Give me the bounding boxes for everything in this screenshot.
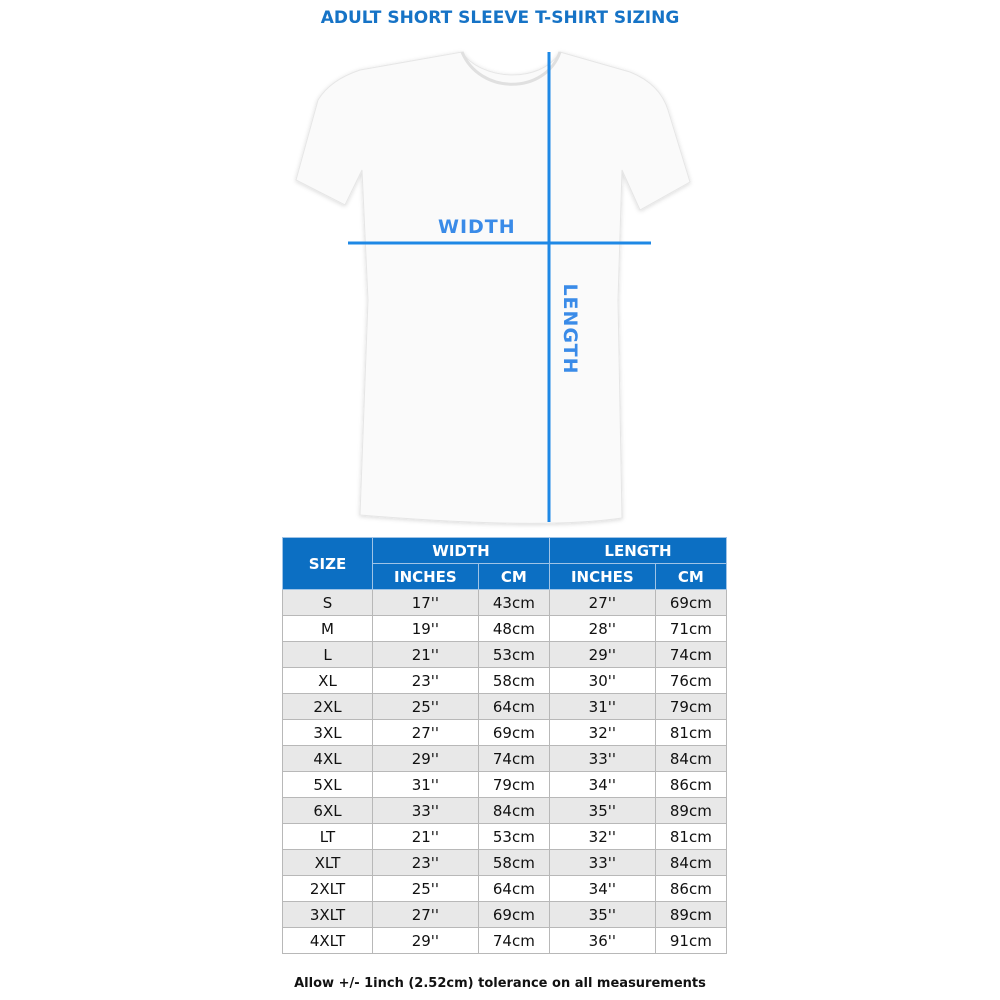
tolerance-note: Allow +/- 1inch (2.52cm) tolerance on al… [294, 976, 706, 991]
table-row: XL 23'' 58cm 30'' 76cm [282, 667, 728, 694]
length-inches-cell: 35'' [548, 797, 656, 824]
length-inches-cell: 28'' [548, 615, 656, 642]
width-cm-cell: 74cm [477, 927, 550, 954]
table-row: XLT 23'' 58cm 33'' 84cm [282, 849, 728, 876]
width-inches-cell: 25'' [372, 875, 479, 902]
length-inches-header: INCHES [548, 563, 656, 590]
length-cm-cell: 79cm [654, 693, 728, 720]
width-inches-cell: 21'' [372, 823, 479, 850]
width-inches-cell: 25'' [372, 693, 479, 720]
length-cm-cell: 89cm [654, 797, 728, 824]
width-cm-cell: 84cm [477, 797, 550, 824]
size-cell: LT [282, 823, 373, 850]
width-cm-cell: 69cm [477, 901, 550, 928]
size-cell: XLT [282, 849, 373, 876]
width-cm-cell: 74cm [477, 745, 550, 772]
size-cell: 2XLT [282, 875, 373, 902]
width-cm-cell: 64cm [477, 693, 550, 720]
width-cm-cell: 64cm [477, 875, 550, 902]
size-header: SIZE [282, 537, 373, 590]
page-title: ADULT SHORT SLEEVE T-SHIRT SIZING [320, 8, 680, 28]
length-cm-cell: 86cm [654, 771, 728, 798]
width-inches-cell: 31'' [372, 771, 479, 798]
length-inches-cell: 34'' [548, 875, 656, 902]
length-cm-cell: 86cm [654, 875, 728, 902]
length-cm-cell: 71cm [654, 615, 728, 642]
size-cell: 5XL [282, 771, 373, 798]
length-inches-cell: 31'' [548, 693, 656, 720]
length-inches-cell: 36'' [548, 927, 656, 954]
length-header: LENGTH [548, 537, 728, 564]
table-row: L 21'' 53cm 29'' 74cm [282, 641, 728, 668]
tshirt-shape [295, 51, 691, 524]
table-row: S 17'' 43cm 27'' 69cm [282, 589, 728, 616]
length-cm-header: CM [654, 563, 728, 590]
size-cell: M [282, 615, 373, 642]
width-inches-cell: 29'' [372, 745, 479, 772]
length-inches-cell: 32'' [548, 719, 656, 746]
tshirt-diagram [295, 51, 691, 524]
size-cell: S [282, 589, 373, 616]
width-inches-cell: 23'' [372, 849, 479, 876]
table-row: 2XLT 25'' 64cm 34'' 86cm [282, 875, 728, 902]
size-cell: 4XL [282, 745, 373, 772]
table-row: 2XL 25'' 64cm 31'' 79cm [282, 693, 728, 720]
width-inches-cell: 21'' [372, 641, 479, 668]
width-inches-cell: 27'' [372, 719, 479, 746]
width-cm-cell: 53cm [477, 641, 550, 668]
width-cm-header: CM [477, 563, 550, 590]
length-inches-cell: 30'' [548, 667, 656, 694]
table-row: 3XL 27'' 69cm 32'' 81cm [282, 719, 728, 746]
length-inches-cell: 32'' [548, 823, 656, 850]
width-cm-cell: 53cm [477, 823, 550, 850]
size-cell: XL [282, 667, 373, 694]
table-row: 6XL 33'' 84cm 35'' 89cm [282, 797, 728, 824]
length-cm-cell: 84cm [654, 849, 728, 876]
length-label: LENGTH [559, 283, 581, 375]
length-cm-cell: 74cm [654, 641, 728, 668]
length-inches-cell: 35'' [548, 901, 656, 928]
width-cm-cell: 58cm [477, 667, 550, 694]
size-cell: 6XL [282, 797, 373, 824]
length-inches-cell: 34'' [548, 771, 656, 798]
width-cm-cell: 43cm [477, 589, 550, 616]
table-row: 4XLT 29'' 74cm 36'' 91cm [282, 927, 728, 954]
width-inches-cell: 19'' [372, 615, 479, 642]
table-row: 3XLT 27'' 69cm 35'' 89cm [282, 901, 728, 928]
table-row: 4XL 29'' 74cm 33'' 84cm [282, 745, 728, 772]
width-cm-cell: 58cm [477, 849, 550, 876]
length-cm-cell: 84cm [654, 745, 728, 772]
table-row: M 19'' 48cm 28'' 71cm [282, 615, 728, 642]
length-cm-cell: 91cm [654, 927, 728, 954]
length-inches-cell: 29'' [548, 641, 656, 668]
size-cell: 2XL [282, 693, 373, 720]
width-header: WIDTH [372, 537, 550, 564]
width-cm-cell: 69cm [477, 719, 550, 746]
table-row: LT 21'' 53cm 32'' 81cm [282, 823, 728, 850]
length-cm-cell: 89cm [654, 901, 728, 928]
table-row: 5XL 31'' 79cm 34'' 86cm [282, 771, 728, 798]
width-cm-cell: 48cm [477, 615, 550, 642]
size-cell: 3XL [282, 719, 373, 746]
size-cell: 3XLT [282, 901, 373, 928]
length-cm-cell: 76cm [654, 667, 728, 694]
width-inches-cell: 23'' [372, 667, 479, 694]
width-inches-cell: 17'' [372, 589, 479, 616]
length-inches-cell: 27'' [548, 589, 656, 616]
length-cm-cell: 69cm [654, 589, 728, 616]
width-cm-cell: 79cm [477, 771, 550, 798]
width-inches-cell: 29'' [372, 927, 479, 954]
size-cell: L [282, 641, 373, 668]
width-inches-header: INCHES [372, 563, 479, 590]
length-cm-cell: 81cm [654, 823, 728, 850]
length-cm-cell: 81cm [654, 719, 728, 746]
width-inches-cell: 33'' [372, 797, 479, 824]
length-inches-cell: 33'' [548, 745, 656, 772]
width-label: WIDTH [438, 216, 516, 238]
width-inches-cell: 27'' [372, 901, 479, 928]
length-inches-cell: 33'' [548, 849, 656, 876]
size-cell: 4XLT [282, 927, 373, 954]
